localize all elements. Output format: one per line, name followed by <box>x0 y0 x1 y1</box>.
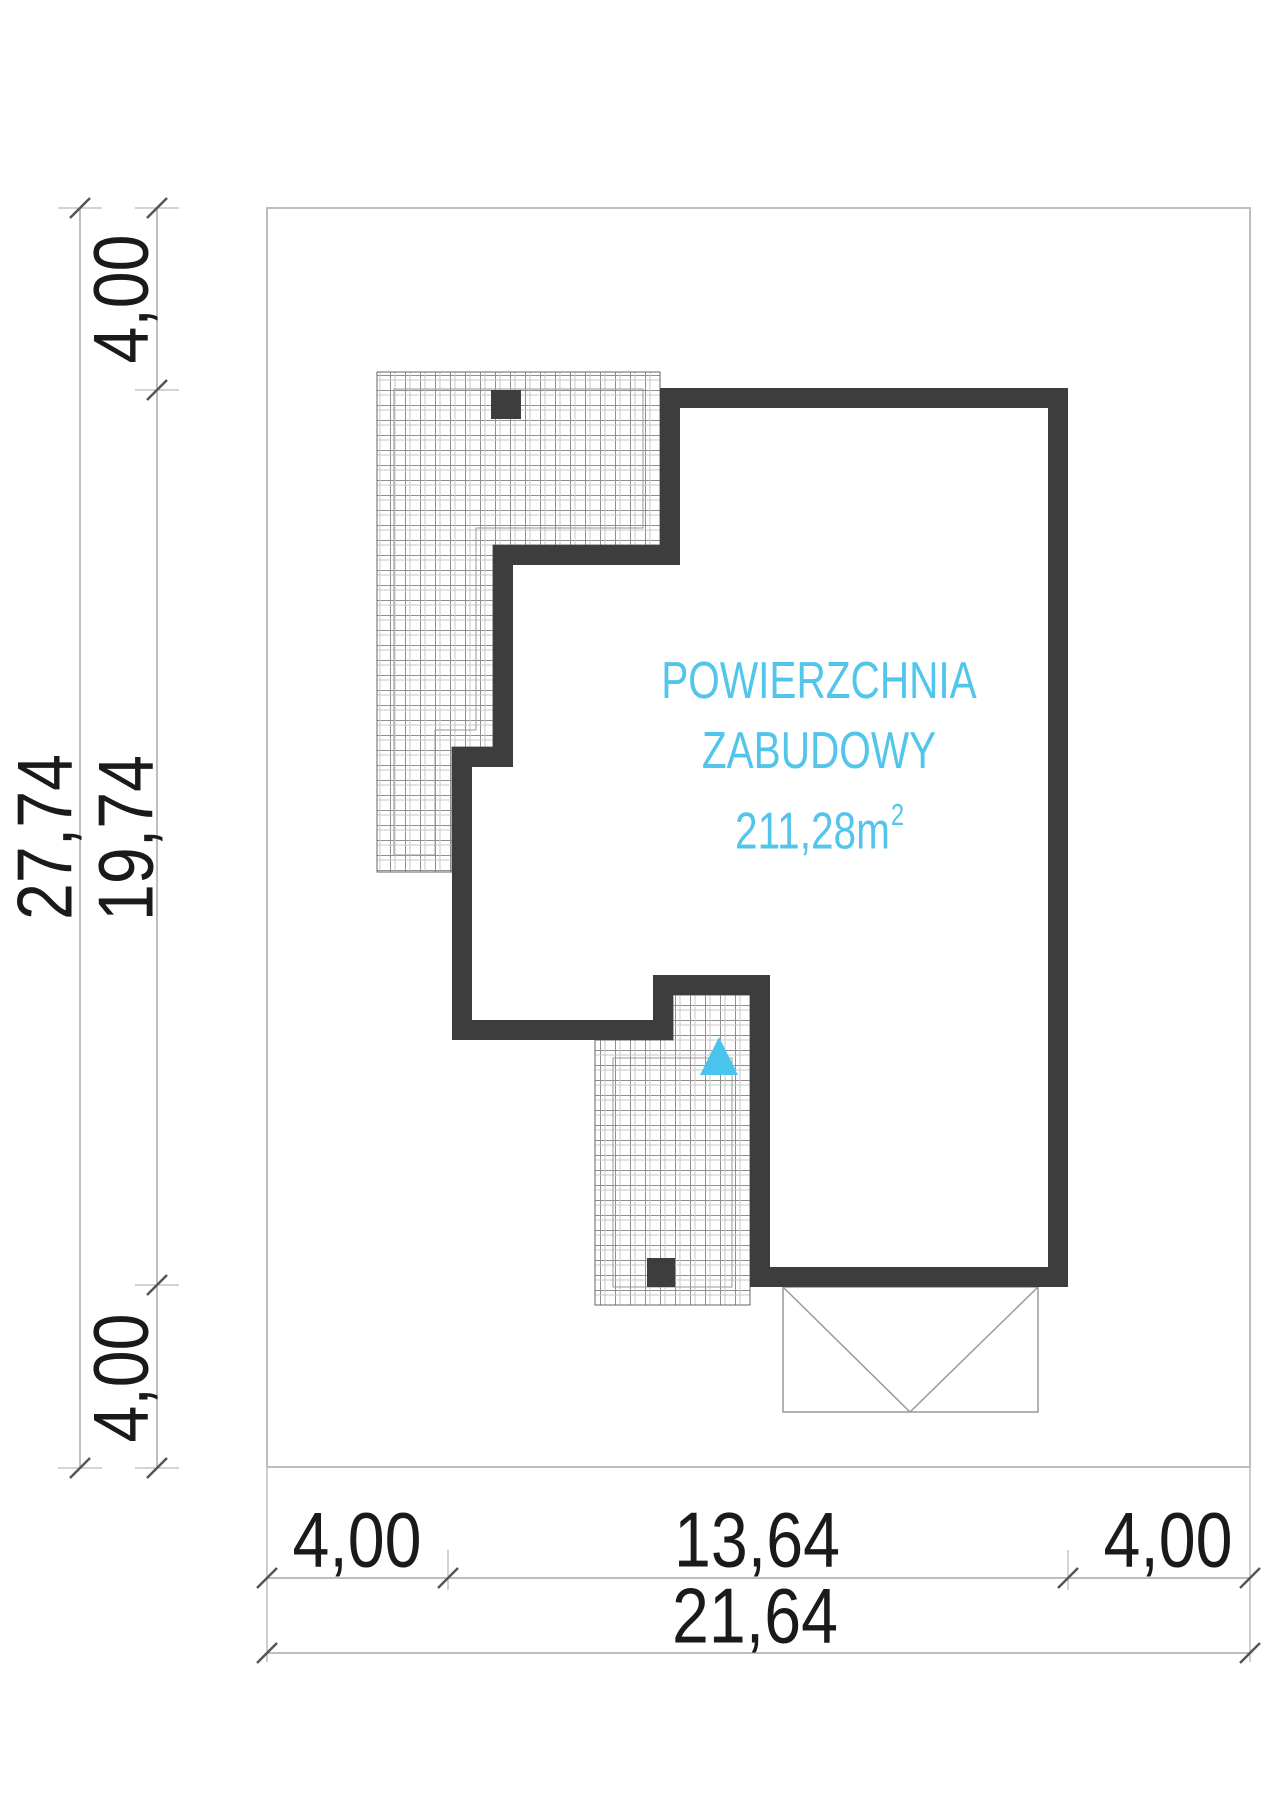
dimension-lines-bottom <box>267 1577 1250 1654</box>
dim-label-left-outer-total: 27,74 <box>0 754 89 920</box>
area-label-line2: ZABUDOWY <box>701 722 937 780</box>
dim-label-bottom-left-offset: 4,00 <box>292 1495 422 1584</box>
plot-boundary <box>266 207 1251 1468</box>
dim-label-bottom-right-offset: 4,00 <box>1103 1495 1233 1584</box>
dim-label-left-bottom-offset: 4,00 <box>76 1313 165 1443</box>
dim-label-left-top-offset: 4,00 <box>76 234 165 364</box>
dimension-lines-left <box>79 207 158 1468</box>
terrace-inner-outline-lower <box>612 1057 733 1288</box>
area-value-superscript: 2 <box>891 799 905 833</box>
area-label-line1: POWIERZCHNIA <box>661 652 977 710</box>
terrace-inner-outline-upper <box>393 388 644 856</box>
dim-label-bottom-total: 21,64 <box>672 1571 838 1660</box>
area-value: 211,28m2 <box>735 799 905 861</box>
chimney-upper <box>491 390 521 419</box>
entrance-triangle-up-icon <box>700 1037 738 1075</box>
dim-label-bottom-building-width: 13,64 <box>674 1495 840 1584</box>
dim-label-left-inner-building: 19,74 <box>81 755 170 921</box>
building-area-label: POWIERZCHNIA ZABUDOWY 211,28m2 <box>585 646 1053 866</box>
driveway-apron <box>782 1286 1039 1413</box>
building-outline <box>452 388 1068 1287</box>
dimension-ticks <box>69 197 1261 1664</box>
chimney-lower <box>647 1258 675 1287</box>
